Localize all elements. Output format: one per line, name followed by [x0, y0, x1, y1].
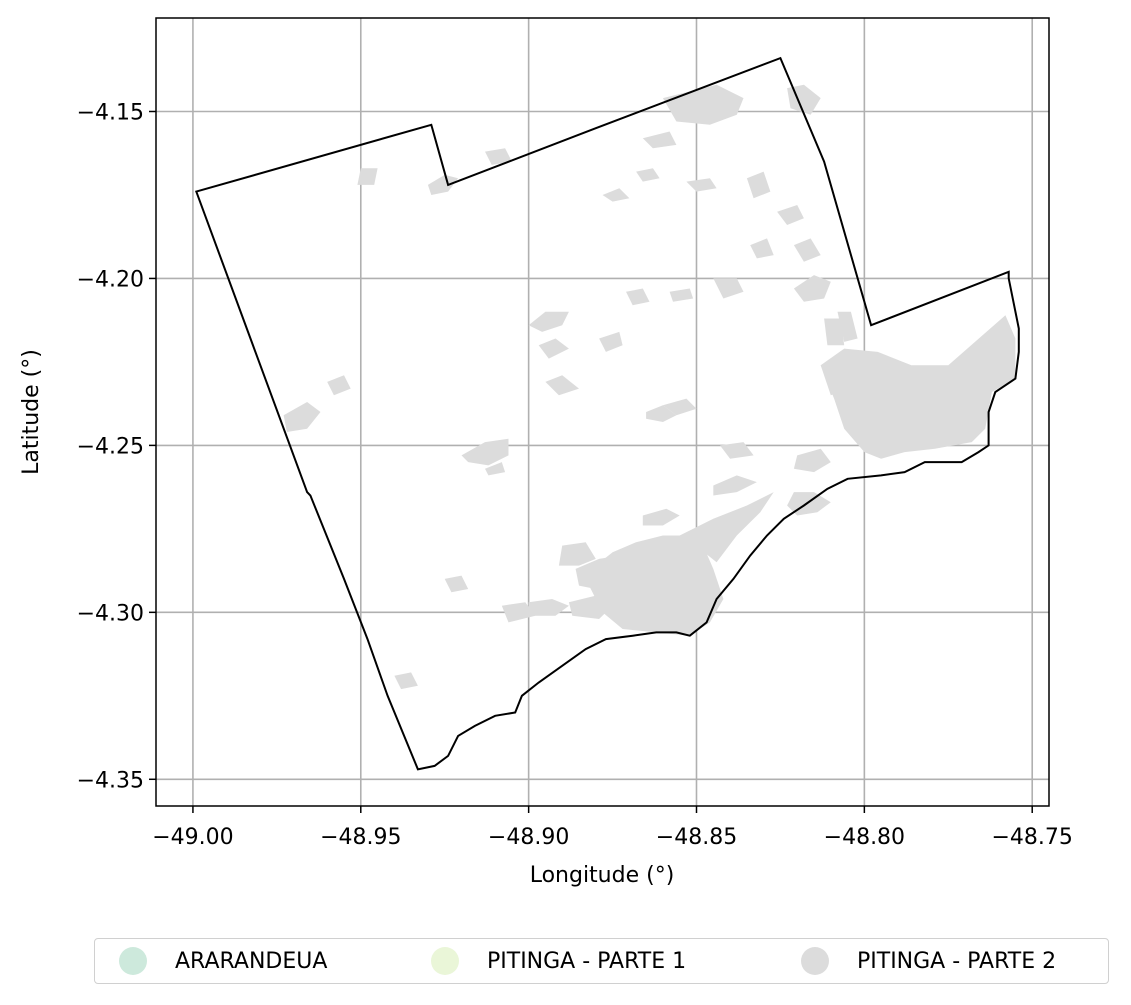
land-cover-patch — [793, 275, 831, 302]
land-cover-patch — [793, 238, 821, 262]
land-cover-patch — [444, 575, 469, 593]
land-cover-patch — [626, 288, 650, 306]
land-cover-patch — [642, 131, 677, 149]
x-tick-label: −49.00 — [152, 825, 233, 850]
legend-marker-pitinga-parte-2 — [801, 947, 829, 975]
y-axis-label: Latitude (°) — [19, 349, 44, 475]
land-cover-patch — [820, 358, 892, 396]
land-cover-patch — [669, 288, 694, 302]
plot-frame — [155, 17, 1050, 807]
land-cover-patch — [777, 205, 804, 225]
legend-item-ararandeua: ARARANDEUA — [119, 939, 327, 983]
land-cover-patch — [793, 448, 831, 473]
y-tick-label: −4.20 — [77, 267, 144, 292]
x-axis-label: Longitude (°) — [530, 863, 675, 888]
land-cover-patch — [746, 171, 771, 199]
land-cover-patch — [820, 315, 1016, 459]
legend-label-pitinga-parte-2: PITINGA - PARTE 2 — [857, 948, 1057, 974]
land-cover-patch — [568, 595, 613, 619]
municipality-boundary — [194, 56, 1020, 771]
y-tick-label: −4.35 — [77, 768, 144, 793]
land-cover-patch — [357, 168, 378, 185]
land-cover-patch — [642, 508, 680, 526]
land-cover-patch — [538, 338, 569, 359]
x-tick-label: −48.85 — [656, 825, 737, 850]
land-cover-patch — [686, 178, 717, 192]
legend-label-ararandeua: ARARANDEUA — [175, 948, 328, 974]
land-cover-patch — [485, 462, 506, 476]
land-cover-patch — [713, 278, 744, 299]
x-tick-label: −48.95 — [320, 825, 401, 850]
land-cover-patch — [501, 602, 536, 623]
x-tick-label: −48.90 — [488, 825, 569, 850]
legend-marker-pitinga-parte-1 — [431, 947, 459, 975]
pitinga-parte-2-patches — [283, 84, 1016, 690]
map-plot: −49.00 −48.95 −48.90 −48.85 −48.80 −48.75 −4.1… — [19, 17, 1073, 888]
land-cover-patch — [787, 84, 821, 115]
land-cover-patch — [545, 375, 579, 396]
land-cover-patch — [679, 492, 774, 563]
y-tick-label: −4.25 — [77, 434, 144, 459]
legend: ARARANDEUA PITINGA - PARTE 1 PITINGA - P… — [94, 938, 1109, 984]
land-cover-patch — [394, 672, 418, 690]
land-cover-patch — [575, 555, 630, 589]
land-cover-patch — [528, 311, 569, 332]
legend-label-pitinga-parte-1: PITINGA - PARTE 1 — [487, 948, 687, 974]
x-tick-label: −48.80 — [824, 825, 905, 850]
land-cover-patch — [662, 398, 697, 416]
land-cover-patch — [720, 442, 754, 459]
legend-item-pitinga-parte-2: PITINGA - PARTE 2 — [801, 939, 1056, 983]
land-cover-patch — [636, 168, 660, 182]
land-cover-patch — [528, 599, 569, 616]
land-cover-patch — [750, 238, 774, 259]
land-cover-patch — [461, 438, 509, 466]
land-cover-patch — [283, 402, 321, 432]
land-cover-patch — [602, 188, 630, 202]
land-cover-patch — [485, 148, 512, 165]
land-cover-patch — [327, 375, 351, 396]
land-cover-patch — [558, 542, 596, 566]
land-cover-patch — [713, 475, 757, 496]
land-cover-patch — [599, 331, 623, 352]
land-cover-patch — [589, 535, 724, 636]
y-tick-label: −4.15 — [77, 100, 144, 125]
land-cover-patch — [646, 405, 677, 422]
land-cover-patch — [824, 318, 845, 346]
axis-ticks: −49.00 −48.95 −48.90 −48.85 −48.80 −48.75 −4.1… — [77, 100, 1073, 850]
legend-item-pitinga-parte-1: PITINGA - PARTE 1 — [431, 939, 686, 983]
x-tick-label: −48.75 — [992, 825, 1073, 850]
legend-marker-ararandeua — [119, 947, 147, 975]
land-cover-patch — [427, 174, 459, 195]
land-cover-patch — [662, 84, 744, 125]
y-tick-label: −4.30 — [77, 601, 144, 626]
